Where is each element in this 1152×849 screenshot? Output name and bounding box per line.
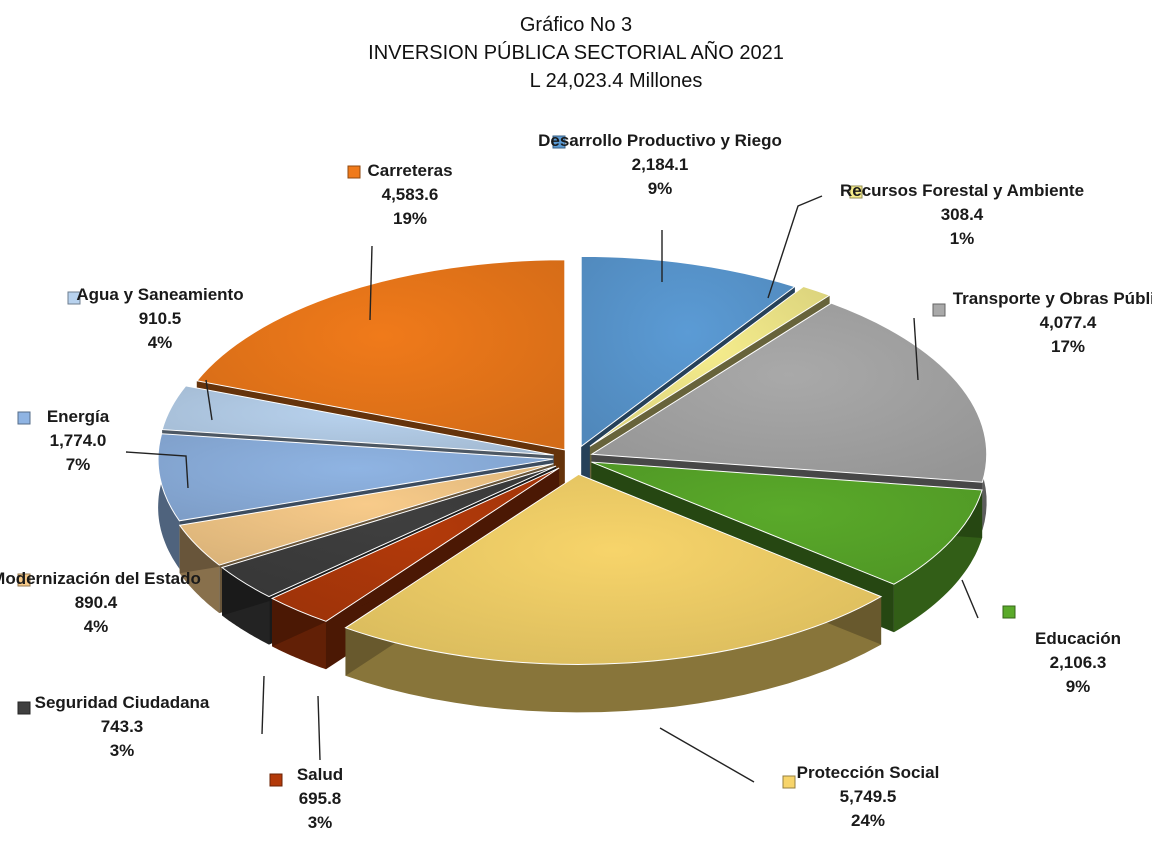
slice-value-0: 2,184.1 bbox=[632, 155, 689, 174]
pie-slice-top-4 bbox=[344, 473, 883, 665]
pie-slice-side-4 bbox=[345, 596, 882, 713]
slice-name-6: Seguridad Ciudadana bbox=[35, 693, 210, 712]
slice-percent-3: 9% bbox=[1066, 677, 1091, 696]
leader-line-10 bbox=[369, 245, 373, 321]
slice-value-3: 2,106.3 bbox=[1050, 653, 1107, 672]
slice-label-0: Desarrollo Productivo y Riego 2,184.1 9% bbox=[538, 131, 782, 282]
slice-value-6: 743.3 bbox=[101, 717, 144, 736]
slice-name-8: Energía bbox=[47, 407, 110, 426]
legend-swatch-10 bbox=[347, 165, 361, 179]
slice-value-8: 1,774.0 bbox=[50, 431, 107, 450]
slice-label-10: Carreteras 4,583.6 19% bbox=[347, 161, 453, 321]
pie-slice-side-8 bbox=[158, 433, 180, 569]
slice-value-7: 890.4 bbox=[75, 593, 118, 612]
slice-name-5: Salud bbox=[297, 765, 343, 784]
pie-slice-4 bbox=[344, 473, 883, 713]
slice-label-8: Energía 1,774.0 7% bbox=[17, 407, 189, 489]
slice-value-10: 4,583.6 bbox=[382, 185, 439, 204]
slice-label-4: Protección Social 5,749.5 24% bbox=[659, 727, 940, 830]
slice-label-7: Modernización del Estado 890.4 4% bbox=[0, 569, 201, 636]
slice-label-6: Seguridad Ciudadana 743.3 3% bbox=[17, 675, 265, 760]
pie-slice-top-0 bbox=[580, 255, 796, 448]
slice-label-9: Agua y Saneamiento 910.5 4% bbox=[67, 285, 244, 421]
slice-name-0: Desarrollo Productivo y Riego bbox=[538, 131, 782, 150]
pie-slice-top-2 bbox=[590, 302, 988, 483]
slice-name-9: Agua y Saneamiento bbox=[76, 285, 243, 304]
slice-value-4: 5,749.5 bbox=[840, 787, 897, 806]
pie-slice-top-3 bbox=[591, 461, 983, 585]
pie-slice-top-6 bbox=[220, 465, 557, 598]
slice-percent-9: 4% bbox=[148, 333, 173, 352]
legend-swatch-0 bbox=[552, 135, 566, 149]
pie-slice-top-7 bbox=[178, 463, 554, 566]
slice-percent-10: 19% bbox=[393, 209, 427, 228]
slice-name-3: Educación bbox=[1035, 629, 1121, 648]
slice-label-1: Recursos Forestal y Ambiente 308.4 1% bbox=[767, 181, 1084, 299]
legend-swatch-5 bbox=[269, 773, 283, 787]
slice-label-2: Transporte y Obras Públicas 4,077.4 17% bbox=[913, 289, 1152, 381]
slice-label-3: Educación 2,106.3 9% bbox=[961, 579, 1121, 696]
leader-line-1 bbox=[767, 195, 823, 299]
chart-title-line2: INVERSION PÚBLICA SECTORIAL AÑO 2021 bbox=[368, 42, 784, 64]
pie-slice-top-8 bbox=[157, 433, 554, 522]
slice-value-5: 695.8 bbox=[299, 789, 342, 808]
slice-percent-7: 4% bbox=[84, 617, 109, 636]
slice-percent-6: 3% bbox=[110, 741, 135, 760]
pie-slice-top-9 bbox=[161, 385, 554, 456]
pie-slice-top-10 bbox=[195, 259, 566, 451]
leader-line-3 bbox=[961, 579, 979, 619]
chart-title-line3: L 24,023.4 Millones bbox=[529, 70, 703, 92]
slice-percent-2: 17% bbox=[1051, 337, 1085, 356]
leader-line-8 bbox=[125, 451, 189, 489]
slice-label-5: Salud 695.8 3% bbox=[269, 695, 343, 832]
legend-swatch-4 bbox=[782, 775, 796, 789]
legend-swatch-6 bbox=[17, 701, 31, 715]
legend-swatch-9 bbox=[67, 291, 81, 305]
slice-percent-8: 7% bbox=[66, 455, 91, 474]
legend-swatch-3 bbox=[1002, 605, 1016, 619]
pie-slice-side-3 bbox=[893, 490, 983, 633]
leader-line-9 bbox=[205, 379, 213, 421]
slice-name-1: Recursos Forestal y Ambiente bbox=[840, 181, 1084, 200]
slice-name-10: Carreteras bbox=[367, 161, 452, 180]
slice-percent-1: 1% bbox=[950, 229, 975, 248]
leader-line-2 bbox=[913, 317, 919, 381]
pie-slice-top-1 bbox=[589, 285, 831, 447]
leader-line-6 bbox=[261, 675, 265, 735]
chart-title-line1: Gráfico No 3 bbox=[519, 14, 633, 36]
slice-name-7: Modernización del Estado bbox=[0, 569, 201, 588]
slice-percent-0: 9% bbox=[648, 179, 673, 198]
slice-value-2: 4,077.4 bbox=[1040, 313, 1097, 332]
slice-value-9: 910.5 bbox=[139, 309, 182, 328]
leader-line-4 bbox=[659, 727, 755, 783]
legend-swatch-2 bbox=[932, 303, 946, 317]
legend-swatch-7 bbox=[17, 573, 31, 587]
slice-percent-5: 3% bbox=[308, 813, 333, 832]
pie-slice-top-5 bbox=[270, 467, 560, 622]
slice-name-4: Protección Social bbox=[797, 763, 940, 782]
legend-swatch-1 bbox=[849, 185, 863, 199]
slice-percent-4: 24% bbox=[851, 811, 885, 830]
legend-swatch-8 bbox=[17, 411, 31, 425]
slice-value-1: 308.4 bbox=[941, 205, 984, 224]
slice-name-2: Transporte y Obras Públicas bbox=[953, 289, 1152, 308]
leader-line-5 bbox=[317, 695, 321, 761]
